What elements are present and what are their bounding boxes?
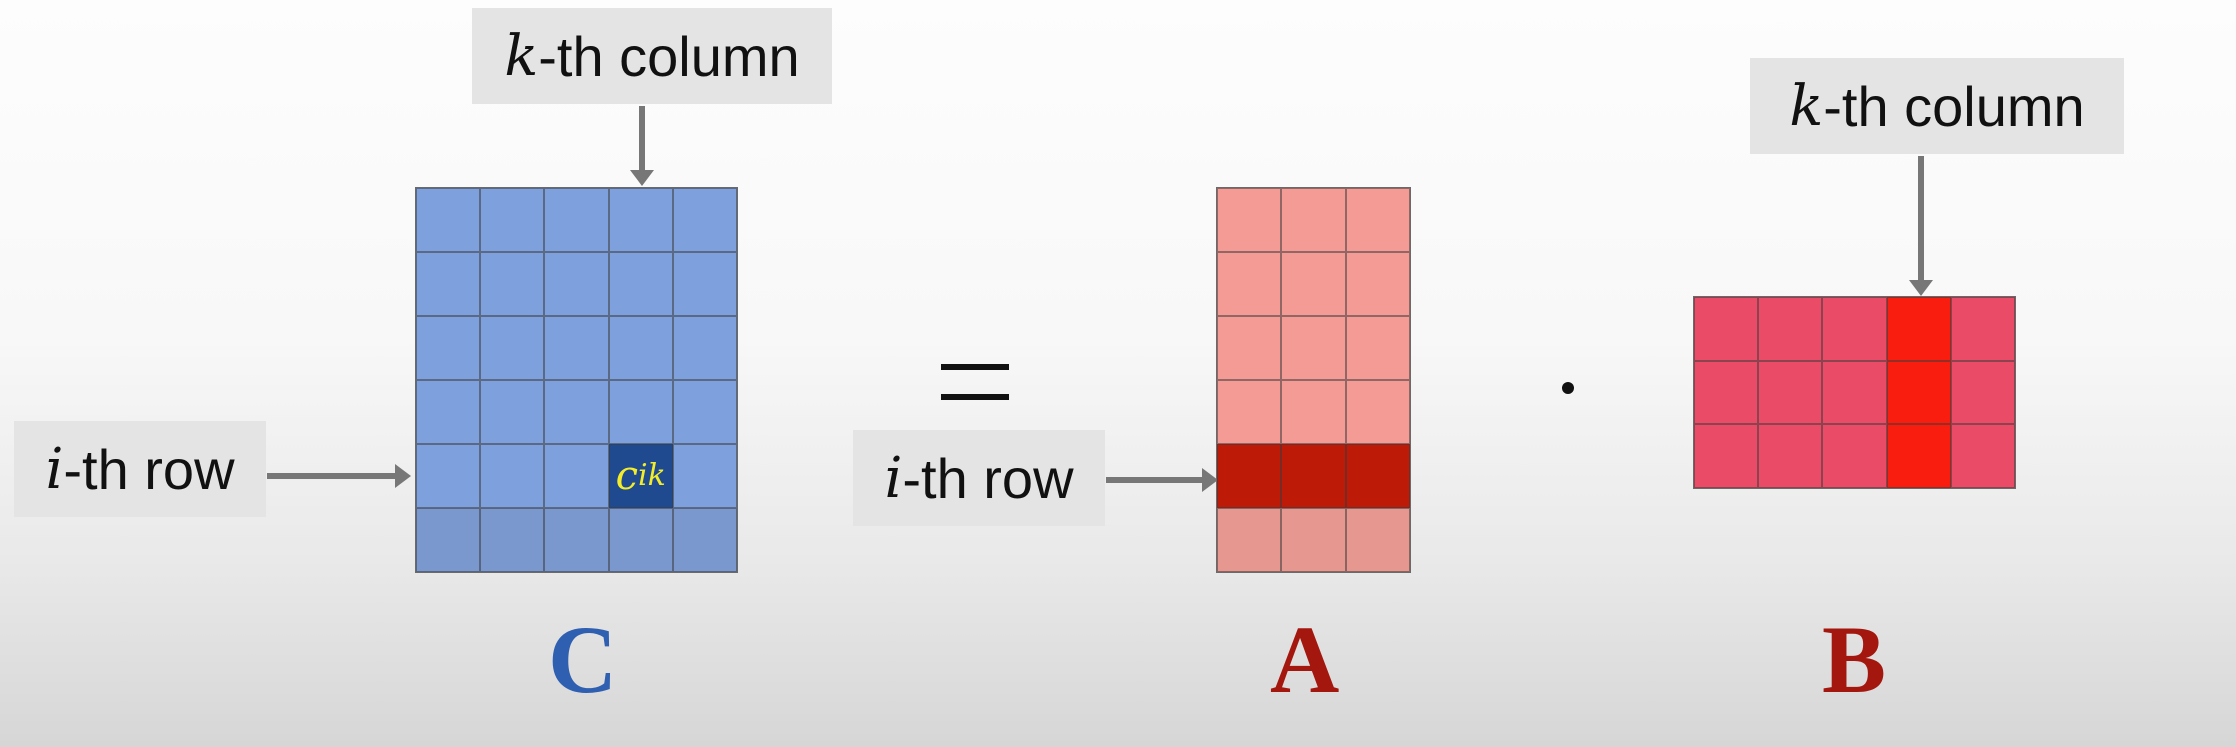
- b-column-arrow: [1909, 156, 1933, 296]
- matrix-a-cell: [1345, 444, 1410, 508]
- matrix-c-cell: [480, 444, 545, 508]
- matrix-a-cell: [1281, 444, 1346, 508]
- matrix-a-cell: [1345, 316, 1410, 380]
- matrix-c-cell: [480, 188, 545, 252]
- matrix-c-cell: [672, 188, 737, 252]
- matrix-c-cell: [480, 252, 545, 316]
- i-variable: i: [884, 445, 903, 511]
- matrix-c-cell: [544, 380, 609, 444]
- matrix-a-cell: [1281, 508, 1346, 572]
- column-label-text: -th column: [1823, 74, 2085, 138]
- matrix-b-cell: [1822, 360, 1887, 425]
- matrix-b-cell: [1886, 424, 1951, 488]
- c-column-label: k -th column: [472, 8, 832, 104]
- matrix-c-cell: [672, 380, 737, 444]
- matrix-a-cell: [1281, 252, 1346, 316]
- b-column-label: k -th column: [1750, 58, 2124, 154]
- matrix-a-cell: [1345, 380, 1410, 444]
- equals-bar-bottom: [941, 394, 1009, 400]
- matrix-a-cell: [1281, 188, 1346, 252]
- matrix-c-cell: [608, 316, 673, 380]
- matrix-a-cell: [1217, 444, 1282, 508]
- matrix-c-cell: [416, 444, 481, 508]
- matrix-b-cell: [1886, 297, 1951, 361]
- matrix-c-cell: [416, 380, 481, 444]
- matrix-a-cell: [1217, 316, 1282, 380]
- column-label-text: -th column: [538, 24, 800, 88]
- matrix-a-name: A: [1270, 606, 1340, 713]
- c-column-arrow: [630, 106, 654, 186]
- matrix-a-cell: [1345, 508, 1410, 572]
- matrix-b-cell: [1758, 297, 1823, 361]
- matrix-b-cell: [1694, 360, 1759, 425]
- element-cik-label: c ik: [615, 453, 666, 499]
- matrix-c-cell: [672, 508, 737, 572]
- dot-operator: [1562, 382, 1574, 394]
- row-label-text: -th row: [902, 446, 1074, 510]
- i-variable: i: [45, 436, 64, 502]
- c-row-label: i -th row: [14, 421, 266, 517]
- matrix-c-cell: [480, 316, 545, 380]
- matrix-c-cell: [608, 188, 673, 252]
- matrix-c-cell: [544, 444, 609, 508]
- c-row-arrow: [267, 464, 411, 488]
- matrix-c-cell: [544, 508, 609, 572]
- matrix-c-cell: [416, 252, 481, 316]
- matrix-c-cell: [608, 508, 673, 572]
- a-row-arrow: [1106, 468, 1218, 492]
- matrix-c-cell: [608, 380, 673, 444]
- matrix-c-cell: [544, 188, 609, 252]
- row-label-text: -th row: [63, 437, 235, 501]
- matrix-b-cell: [1694, 424, 1759, 488]
- equals-bar-top: [941, 364, 1009, 370]
- matrix-b-cell: [1950, 360, 2015, 425]
- matrix-c-name: C: [548, 606, 618, 713]
- matrix-a-cell: [1217, 188, 1282, 252]
- matrix-c-cell: [416, 188, 481, 252]
- matrix-a-cell: [1345, 188, 1410, 252]
- matrix-c: c ik: [415, 187, 738, 573]
- matrix-b-cell: [1950, 424, 2015, 488]
- element-cik: c ik: [608, 444, 673, 508]
- matrix-b-cell: [1950, 297, 2015, 361]
- matrix-b-cell: [1822, 424, 1887, 488]
- matrix-b-name: B: [1822, 606, 1887, 713]
- equals-sign: [941, 364, 1009, 404]
- matrix-b-cell: [1758, 360, 1823, 425]
- matrix-c-cell: [480, 380, 545, 444]
- matrix-a-cell: [1217, 508, 1282, 572]
- matrix-a-cell: [1345, 252, 1410, 316]
- matrix-c-cell: [416, 316, 481, 380]
- matrix-c-cell: [672, 444, 737, 508]
- matrix-c-cell: [608, 252, 673, 316]
- k-variable: k: [504, 23, 539, 89]
- matrix-a: [1216, 187, 1411, 573]
- matrix-b-cell: [1886, 360, 1951, 425]
- matrix-b-cell: [1822, 297, 1887, 361]
- matrix-a-cell: [1281, 380, 1346, 444]
- a-row-label: i -th row: [853, 430, 1105, 526]
- matrix-c-cell: [544, 252, 609, 316]
- matrix-b-cell: [1758, 424, 1823, 488]
- k-variable: k: [1789, 73, 1824, 139]
- matrix-c-cell: [544, 316, 609, 380]
- matrix-a-cell: [1217, 380, 1282, 444]
- matrix-a-cell: [1217, 252, 1282, 316]
- matrix-c-cell: [480, 508, 545, 572]
- matrix-c-cell: [672, 316, 737, 380]
- matrix-a-cell: [1281, 316, 1346, 380]
- matrix-b: [1693, 296, 2016, 489]
- matrix-b-cell: [1694, 297, 1759, 361]
- matrix-c-cell: [416, 508, 481, 572]
- matrix-c-cell: [672, 252, 737, 316]
